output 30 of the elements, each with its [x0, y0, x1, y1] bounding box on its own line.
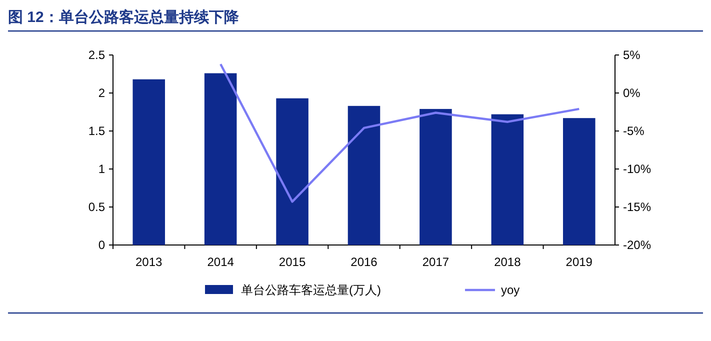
- bar: [132, 79, 165, 245]
- x-tick-label: 2013: [136, 255, 163, 269]
- bar: [276, 98, 308, 245]
- legend-label: 单台公路车客运总量(万人): [241, 283, 381, 297]
- line-series: [219, 63, 580, 203]
- y2-tick-label: -15%: [623, 200, 652, 214]
- y-tick-label: 2: [98, 86, 106, 100]
- bar: [204, 73, 237, 245]
- y-tick-label: 0: [98, 238, 106, 252]
- y-tick-label: 2.5: [88, 48, 106, 62]
- y2-tick-label: 5%: [623, 48, 641, 62]
- y-tick-label: 1: [98, 162, 106, 176]
- bar: [348, 106, 380, 245]
- bar: [420, 108, 452, 245]
- y-tick-label: 1.5: [88, 124, 106, 138]
- y2-tick-label: -20%: [623, 238, 652, 252]
- x-tick-label: 2017: [422, 255, 450, 269]
- legend-label: yoy: [501, 283, 520, 297]
- y-tick-label: 0.5: [88, 200, 106, 214]
- x-tick-label: 2015: [278, 255, 306, 269]
- bar: [491, 114, 524, 245]
- chart-title: 图 12：单台公路客运总量持续下降: [8, 8, 240, 26]
- x-tick-label: 2019: [566, 255, 593, 269]
- y2-tick-label: -5%: [623, 124, 645, 138]
- y2-tick-label: 0%: [623, 86, 641, 100]
- x-tick-label: 2014: [207, 255, 234, 269]
- x-tick-label: 2016: [350, 255, 378, 269]
- y2-tick-label: -10%: [623, 162, 652, 176]
- bar: [563, 118, 596, 245]
- x-tick-label: 2018: [494, 255, 522, 269]
